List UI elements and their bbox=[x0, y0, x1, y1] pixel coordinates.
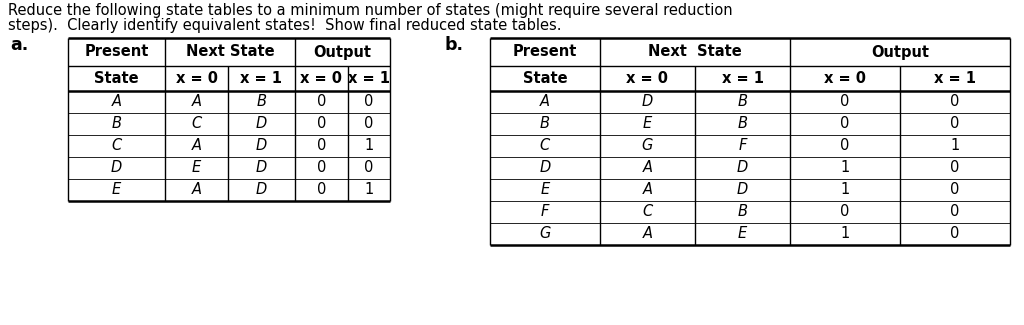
Text: 0: 0 bbox=[365, 95, 374, 110]
Text: 0: 0 bbox=[950, 161, 959, 176]
Text: a.: a. bbox=[10, 36, 29, 54]
Text: 0: 0 bbox=[316, 116, 327, 132]
Text: 0: 0 bbox=[950, 183, 959, 198]
Text: B: B bbox=[112, 116, 122, 132]
Text: 1: 1 bbox=[841, 183, 850, 198]
Text: 0: 0 bbox=[316, 183, 327, 198]
Text: A: A bbox=[112, 95, 122, 110]
Text: A: A bbox=[191, 183, 202, 198]
Text: Next State: Next State bbox=[185, 45, 274, 59]
Text: E: E bbox=[191, 161, 201, 176]
Text: E: E bbox=[643, 116, 652, 132]
Text: B: B bbox=[540, 116, 550, 132]
Text: Present: Present bbox=[513, 45, 578, 59]
Text: Next  State: Next State bbox=[648, 45, 741, 59]
Text: D: D bbox=[737, 183, 749, 198]
Text: D: D bbox=[737, 161, 749, 176]
Text: A: A bbox=[191, 138, 202, 153]
Text: b.: b. bbox=[445, 36, 464, 54]
Text: B: B bbox=[737, 95, 748, 110]
Text: 0: 0 bbox=[841, 204, 850, 219]
Text: Present: Present bbox=[84, 45, 148, 59]
Text: A: A bbox=[191, 95, 202, 110]
Text: E: E bbox=[738, 227, 748, 241]
Text: 0: 0 bbox=[950, 116, 959, 132]
Text: State: State bbox=[522, 71, 567, 86]
Text: 0: 0 bbox=[841, 95, 850, 110]
Text: Output: Output bbox=[871, 45, 929, 59]
Text: C: C bbox=[540, 138, 550, 153]
Text: x = 0: x = 0 bbox=[627, 71, 669, 86]
Text: G: G bbox=[540, 227, 551, 241]
Text: E: E bbox=[112, 183, 121, 198]
Text: State: State bbox=[94, 71, 139, 86]
Text: 0: 0 bbox=[316, 161, 327, 176]
Text: 0: 0 bbox=[950, 204, 959, 219]
Text: A: A bbox=[642, 183, 652, 198]
Text: 0: 0 bbox=[316, 138, 327, 153]
Text: x = 0: x = 0 bbox=[824, 71, 866, 86]
Text: G: G bbox=[642, 138, 653, 153]
Text: 0: 0 bbox=[841, 138, 850, 153]
Text: D: D bbox=[111, 161, 122, 176]
Text: D: D bbox=[540, 161, 551, 176]
Text: 0: 0 bbox=[950, 95, 959, 110]
Text: steps).  Clearly identify equivalent states!  Show final reduced state tables.: steps). Clearly identify equivalent stat… bbox=[8, 18, 561, 33]
Text: 1: 1 bbox=[365, 183, 374, 198]
Text: D: D bbox=[256, 161, 267, 176]
Text: x = 0: x = 0 bbox=[300, 71, 342, 86]
Text: D: D bbox=[256, 183, 267, 198]
Text: x = 1: x = 1 bbox=[348, 71, 390, 86]
Text: D: D bbox=[256, 138, 267, 153]
Text: Reduce the following state tables to a minimum number of states (might require s: Reduce the following state tables to a m… bbox=[8, 3, 732, 18]
Text: 0: 0 bbox=[841, 116, 850, 132]
Text: Output: Output bbox=[313, 45, 372, 59]
Text: C: C bbox=[191, 116, 202, 132]
Text: 0: 0 bbox=[365, 116, 374, 132]
Text: 0: 0 bbox=[365, 161, 374, 176]
Text: C: C bbox=[642, 204, 652, 219]
Text: E: E bbox=[541, 183, 550, 198]
Text: 0: 0 bbox=[316, 95, 327, 110]
Text: A: A bbox=[642, 227, 652, 241]
Text: D: D bbox=[642, 95, 653, 110]
Text: C: C bbox=[112, 138, 122, 153]
Text: F: F bbox=[541, 204, 549, 219]
Text: x = 1: x = 1 bbox=[934, 71, 976, 86]
Text: B: B bbox=[256, 95, 266, 110]
Text: A: A bbox=[540, 95, 550, 110]
Text: 1: 1 bbox=[841, 227, 850, 241]
Text: D: D bbox=[256, 116, 267, 132]
Text: A: A bbox=[642, 161, 652, 176]
Text: F: F bbox=[738, 138, 746, 153]
Text: 0: 0 bbox=[950, 227, 959, 241]
Text: x = 1: x = 1 bbox=[722, 71, 764, 86]
Text: B: B bbox=[737, 116, 748, 132]
Text: x = 1: x = 1 bbox=[241, 71, 283, 86]
Text: 1: 1 bbox=[841, 161, 850, 176]
Text: 1: 1 bbox=[365, 138, 374, 153]
Text: B: B bbox=[737, 204, 748, 219]
Text: 1: 1 bbox=[950, 138, 959, 153]
Text: x = 0: x = 0 bbox=[175, 71, 217, 86]
